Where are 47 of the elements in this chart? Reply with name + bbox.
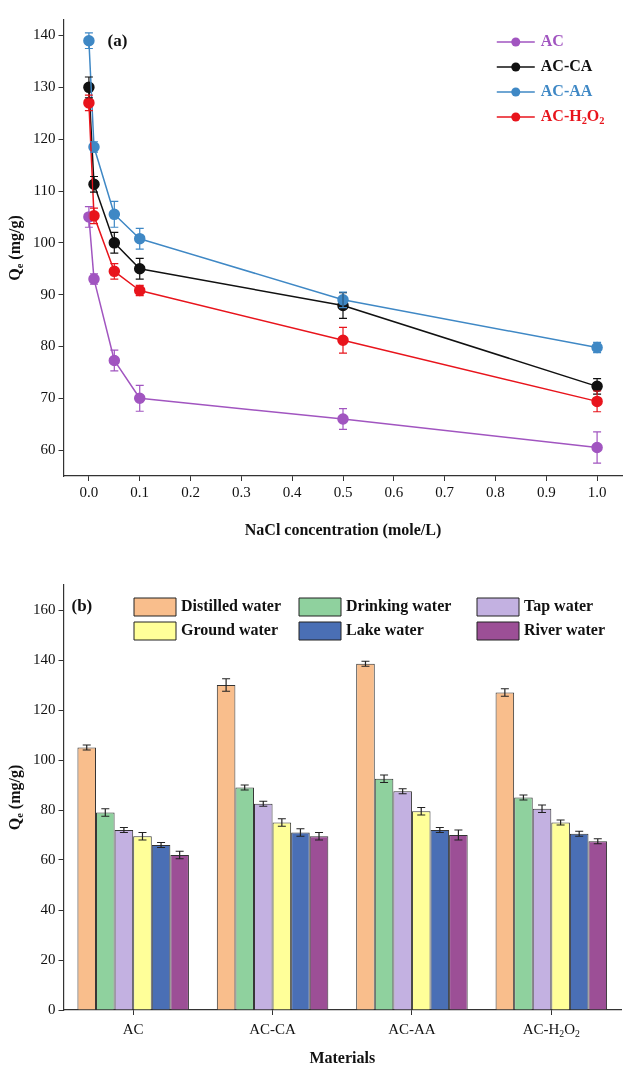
y-tick-label: 40 xyxy=(40,900,56,917)
y-tick-label: 130 xyxy=(33,78,56,95)
y-tick-label: 110 xyxy=(33,181,56,198)
y-tick-label: 0 xyxy=(48,1000,56,1017)
x-axis-title: NaCl concentration (mole/L) xyxy=(244,521,442,540)
y-tick-label: 60 xyxy=(40,441,56,458)
y-axis-title: Qe (mg/g) xyxy=(6,215,26,281)
x-tick-label: 0.7 xyxy=(435,483,455,500)
y-tick-label: 20 xyxy=(40,950,56,967)
x-tick-label: 0.5 xyxy=(333,483,353,500)
x-tick-label: AC-CA xyxy=(249,1020,297,1037)
x-tick-label: 0.1 xyxy=(130,483,150,500)
legend-label: AC-AA xyxy=(540,82,593,100)
legend-label: AC xyxy=(540,32,564,50)
y-tick-label: 120 xyxy=(33,130,56,147)
y-tick-label: 160 xyxy=(33,600,56,617)
x-axis-title: Materials xyxy=(309,1049,376,1067)
legend-label: Lake water xyxy=(346,621,424,639)
annotation: (b) xyxy=(71,596,93,616)
x-tick-label: 0.4 xyxy=(282,483,303,500)
x-tick-label: AC xyxy=(122,1020,144,1037)
y-tick-label: 80 xyxy=(40,800,56,817)
x-tick-label: 0.6 xyxy=(384,483,404,500)
legend-label: Drinking water xyxy=(346,597,452,616)
x-tick-label: 0.2 xyxy=(181,483,200,500)
y-tick-label: 70 xyxy=(40,389,56,406)
legend-label: AC-CA xyxy=(540,57,593,75)
y-tick-label: 140 xyxy=(33,650,56,667)
x-tick-label: AC-AA xyxy=(388,1020,436,1037)
legend-label: Distilled water xyxy=(181,597,281,615)
y-tick-label: 100 xyxy=(33,750,56,767)
y-tick-label: 60 xyxy=(40,850,56,867)
y-tick-label: 120 xyxy=(33,700,56,717)
x-tick-label: 0.9 xyxy=(536,483,556,500)
y-axis-title: Qe (mg/g) xyxy=(6,764,26,831)
legend-label: Tap water xyxy=(524,597,594,616)
x-tick-label: 1.0 xyxy=(587,483,607,500)
y-tick-label: 90 xyxy=(40,285,56,302)
x-tick-label: 0.8 xyxy=(486,483,505,500)
annotation: (a) xyxy=(107,31,128,51)
x-tick-label: 0.3 xyxy=(231,483,251,500)
y-tick-label: 100 xyxy=(33,233,56,250)
legend-label: River water xyxy=(524,621,605,639)
y-tick-label: 140 xyxy=(33,26,56,43)
legend-label: Ground water xyxy=(181,621,279,639)
x-tick-label: 0.0 xyxy=(79,483,99,500)
y-tick-label: 80 xyxy=(40,337,56,354)
